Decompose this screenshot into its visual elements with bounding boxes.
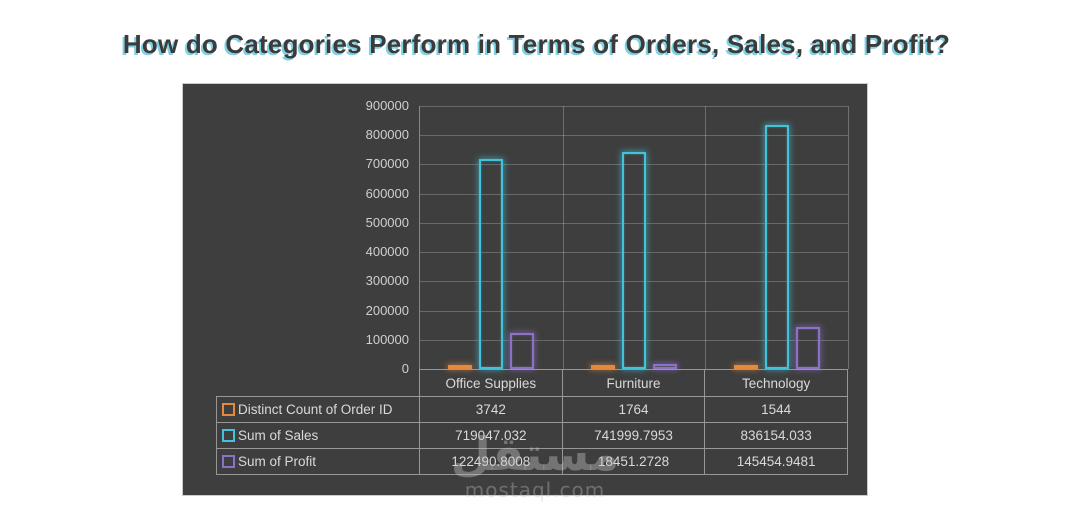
table-header-row: Office Supplies Furniture Technology: [217, 369, 848, 397]
series-name-label: Sum of Profit: [238, 454, 317, 469]
legend-sum-of-profit: Sum of Profit: [216, 448, 420, 475]
chart-canvas: 900000 800000 700000 600000 500000 400000 3000…: [182, 83, 868, 502]
series-name-label: Sum of Sales: [238, 428, 319, 443]
gridline-100000: [420, 339, 848, 341]
gridline-900000: [420, 106, 848, 107]
column-header-furniture: Furniture: [561, 369, 706, 397]
y-axis-tick-400000: 400000: [365, 244, 409, 260]
gridline-300000: [420, 281, 848, 283]
column-header-office-supplies: Office Supplies: [419, 369, 563, 397]
bar-distinct-count-of-order-id-furniture: [590, 365, 615, 369]
value-sum-of-profit-furniture: 18451.2728: [561, 448, 706, 475]
value-sum-of-profit-technology: 145454.9481: [704, 448, 848, 475]
watermark-domain-text: mostaql.com: [464, 477, 606, 502]
value-sum-of-sales-technology: 836154.033: [704, 422, 848, 449]
bar-sum-of-profit-office-supplies: [510, 333, 535, 369]
table-row-distinct-count-of-order-id: Distinct Count of Order ID 3742 1764 1544: [216, 396, 848, 423]
gridline-600000: [420, 193, 848, 195]
bar-group-technology: [705, 106, 848, 369]
y-axis-tick-800000: 800000: [365, 127, 409, 143]
value-sum-of-sales-furniture: 741999.7953: [561, 422, 706, 449]
bar-sum-of-sales-furniture: [621, 152, 646, 369]
category-separator: [705, 106, 707, 369]
value-sum-of-sales-office-supplies: 719047.032: [419, 422, 563, 449]
series-name-label: Distinct Count of Order ID: [238, 402, 393, 417]
y-axis-tick-0: 0: [401, 361, 409, 376]
page-title: How do Categories Perform in Terms of Or…: [122, 29, 951, 59]
y-axis-tick-500000: 500000: [365, 214, 409, 230]
legend-sum-of-sales: Sum of Sales: [216, 422, 420, 449]
sum-of-sales-swatch-icon: [222, 429, 235, 442]
bar-sum-of-profit-technology: [795, 326, 820, 369]
data-table: Office Supplies Furniture Technology Distin…: [216, 369, 848, 475]
bar-sum-of-sales-technology: [764, 124, 789, 369]
bar-distinct-count-of-order-id-technology: [733, 365, 758, 369]
category-separator: [562, 106, 564, 369]
value-distinct-count-of-order-id-furniture: 1764: [561, 396, 706, 423]
y-axis-tick-300000: 300000: [365, 273, 409, 289]
value-distinct-count-of-order-id-technology: 1544: [704, 396, 848, 423]
distinct-count-of-order-id-swatch-icon: [222, 403, 235, 416]
y-axis-tick-200000: 200000: [365, 302, 409, 318]
gridline-500000: [420, 222, 848, 224]
plot-area: [419, 106, 849, 369]
y-axis-tick-600000: 600000: [365, 185, 409, 201]
bar-sum-of-profit-furniture: [652, 363, 677, 369]
table-row-sum-of-profit: Sum of Profit 122490.8008 18451.2728 145454…: [216, 448, 848, 475]
bar-group-office-supplies: [420, 106, 563, 369]
legend-distinct-count-of-order-id: Distinct Count of Order ID: [216, 396, 420, 423]
gridline-800000: [420, 135, 848, 137]
bar-distinct-count-of-order-id-office-supplies: [448, 365, 473, 369]
table-corner-cell: [217, 370, 420, 397]
bar-group-furniture: [563, 106, 706, 369]
value-distinct-count-of-order-id-office-supplies: 3742: [419, 396, 563, 423]
sum-of-profit-swatch-icon: [222, 455, 235, 468]
bar-sum-of-sales-office-supplies: [479, 158, 504, 369]
y-axis-tick-900000: 900000: [365, 98, 409, 113]
y-axis-tick-700000: 700000: [365, 156, 409, 172]
table-row-sum-of-sales: Sum of Sales 719047.032 741999.7953 836154.…: [216, 422, 848, 449]
gridline-200000: [420, 310, 848, 312]
column-header-technology: Technology: [704, 369, 848, 397]
y-axis-tick-100000: 100000: [365, 331, 409, 347]
gridline-700000: [420, 164, 848, 166]
gridline-400000: [420, 252, 848, 254]
value-sum-of-profit-office-supplies: 122490.8008: [419, 448, 563, 475]
